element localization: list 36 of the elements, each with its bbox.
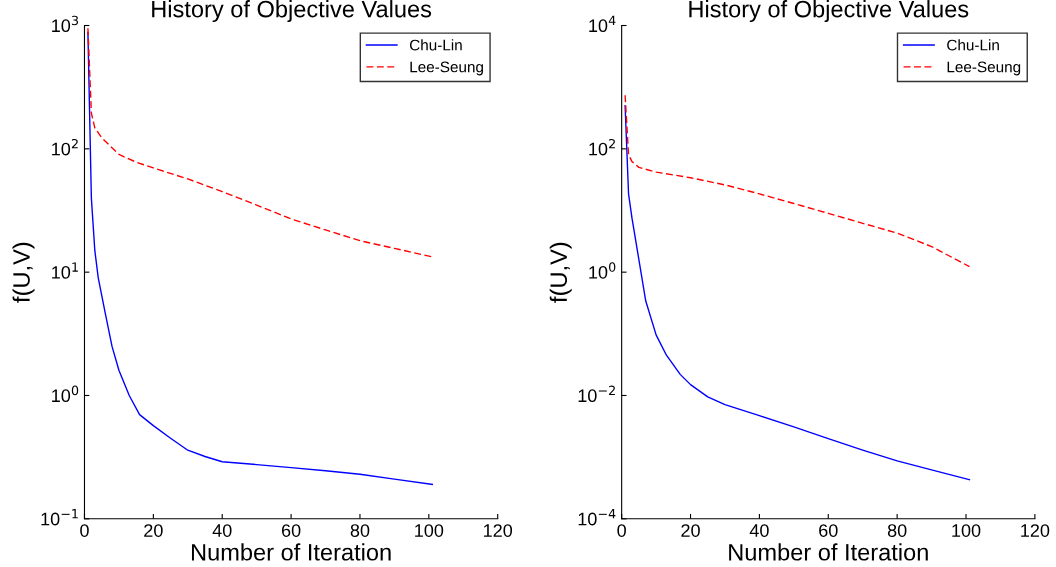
x-tick-label: 0 (80, 524, 89, 537)
y-tick-label: 10$^{0}$ (52, 385, 79, 403)
y-tick-label: 10$^{−1}$ (41, 509, 78, 526)
y-axis-title: f(U,V) (549, 242, 572, 303)
y-tick-label: 10$^{−2}$ (578, 385, 615, 403)
x-tick-label: 0 (617, 524, 626, 537)
y-axis-title: f(U,V) (12, 242, 35, 303)
x-tick-label: 40 (749, 524, 769, 537)
y-tick-label: 10$^{−4}$ (578, 509, 616, 526)
x-axis-title: Number of Iteration (191, 543, 391, 561)
legend-label: Chu-Lin (409, 39, 462, 51)
y-tick-label: 10$^{4}$ (589, 15, 616, 33)
y-tick-label: 10$^{3}$ (52, 15, 79, 33)
y-tick-label: 10$^{1}$ (52, 262, 78, 279)
x-tick-label: 20 (144, 524, 163, 537)
x-tick-label: 80 (887, 524, 907, 537)
y-tick-label: 10$^{2}$ (52, 138, 78, 156)
x-tick-label: 120 (1021, 524, 1050, 537)
x-tick-label: 60 (281, 524, 301, 537)
x-tick-label: 100 (415, 524, 444, 537)
chart-title: History of Objective Values (689, 0, 969, 23)
line-series (624, 94, 971, 268)
chart-title: History of Objective Values (152, 0, 432, 23)
x-tick-label: 40 (212, 524, 232, 537)
line-series (624, 105, 971, 481)
x-tick-label: 20 (681, 524, 700, 537)
x-axis-title: Number of Iteration (729, 543, 928, 561)
legend-label: Chu-Lin (947, 39, 999, 51)
y-tick-label: 10$^{2}$ (589, 138, 615, 156)
x-tick-label: 80 (350, 524, 370, 537)
y-tick-label: 10$^{0}$ (589, 262, 616, 279)
x-tick-label: 120 (484, 524, 513, 537)
legend-label: Lee-Seung (410, 61, 483, 76)
x-tick-label: 60 (819, 524, 838, 537)
legend-label: Lee-Seung (947, 61, 1021, 76)
x-tick-label: 100 (952, 524, 981, 537)
